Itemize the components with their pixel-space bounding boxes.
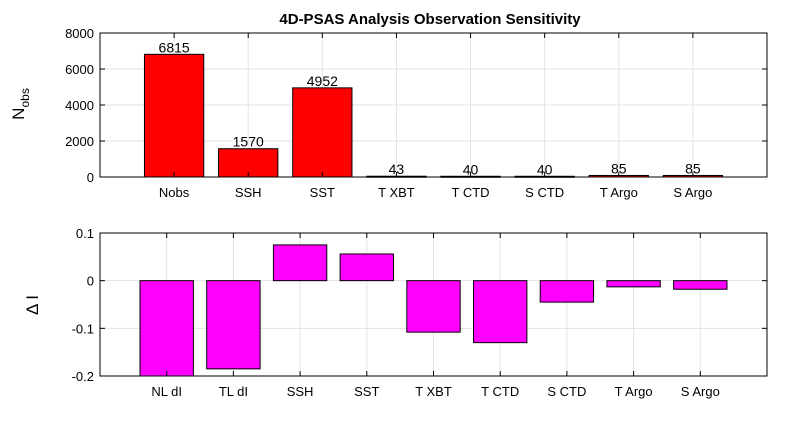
y-tick-label: 6000 [65, 62, 94, 77]
x-tick-label: T CTD [481, 384, 519, 399]
y-axis-label-bottom: Δ I [23, 295, 42, 315]
y-axis-label-top: Nobs [9, 88, 32, 120]
y-axis-label-subscript: obs [18, 88, 32, 107]
chart-delta-i: Δ I -0.2 -0.1 0 0.1 NL dI TL dI SSH SST T XBT T … [23, 226, 768, 399]
bar-t-xbt [406, 280, 461, 333]
bar-sst [339, 253, 394, 282]
data-label: 40 [463, 161, 479, 177]
x-tick-label: T Argo [600, 185, 638, 200]
bars-bottom [139, 244, 728, 377]
y-ticks-top: 0 2000 4000 6000 8000 [65, 26, 767, 185]
data-label: 43 [389, 161, 405, 177]
bar-nl-di [139, 280, 194, 377]
x-tick-label: T CTD [452, 185, 490, 200]
x-ticks-bottom: NL dI TL dI SSH SST T XBT T CTD S CTD T Argo S A… [151, 233, 720, 399]
x-tick-label: SSH [235, 185, 262, 200]
bar-tl-di [206, 280, 261, 370]
x-tick-label: NL dI [151, 384, 182, 399]
data-label: 85 [685, 160, 701, 176]
y-tick-label: 4000 [65, 98, 94, 113]
data-label: 6815 [159, 39, 190, 55]
y-tick-label: 8000 [65, 26, 94, 41]
x-tick-label: SST [354, 384, 379, 399]
y-tick-label: 0 [87, 274, 94, 289]
x-tick-label: SSH [287, 384, 314, 399]
bar-sst [292, 87, 353, 178]
bar-t-ctd [473, 280, 528, 344]
chart-observation-count: 4D-PSAS Analysis Observation Sensitivity… [9, 11, 768, 200]
x-tick-label: T XBT [378, 185, 415, 200]
x-tick-label: T Argo [615, 384, 653, 399]
data-labels-top: 6815 1570 4952 43 40 40 85 85 [159, 39, 701, 177]
y-tick-label: -0.1 [72, 321, 94, 336]
x-tick-label: S CTD [525, 185, 564, 200]
x-ticks-top: Nobs SSH SST T XBT T CTD S CTD T Argo S Argo [159, 33, 712, 200]
bar-ssh [272, 244, 328, 282]
y-ticks-bottom: -0.2 -0.1 0 0.1 [72, 226, 767, 384]
bars-top [143, 53, 724, 178]
x-tick-label: S Argo [681, 384, 720, 399]
bar-s-ctd [539, 280, 595, 303]
x-tick-label: SST [310, 185, 335, 200]
bar-s-argo [673, 280, 728, 290]
bar-t-argo [606, 280, 661, 288]
chart-title: 4D-PSAS Analysis Observation Sensitivity [279, 11, 581, 28]
y-tick-label: 0 [87, 170, 94, 185]
bar-nobs [143, 53, 205, 178]
x-tick-label: T XBT [415, 384, 452, 399]
x-tick-label: S CTD [547, 384, 586, 399]
y-axis-label-main: N [9, 108, 28, 120]
y-tick-label: -0.2 [72, 369, 94, 384]
data-label: 4952 [307, 73, 338, 89]
x-tick-label: TL dI [219, 384, 248, 399]
data-label: 1570 [233, 134, 264, 150]
data-label: 40 [537, 161, 553, 177]
x-tick-label: Nobs [159, 185, 190, 200]
data-label: 85 [611, 160, 627, 176]
x-tick-label: S Argo [673, 185, 712, 200]
y-tick-label: 2000 [65, 134, 94, 149]
y-tick-label: 0.1 [76, 226, 94, 241]
